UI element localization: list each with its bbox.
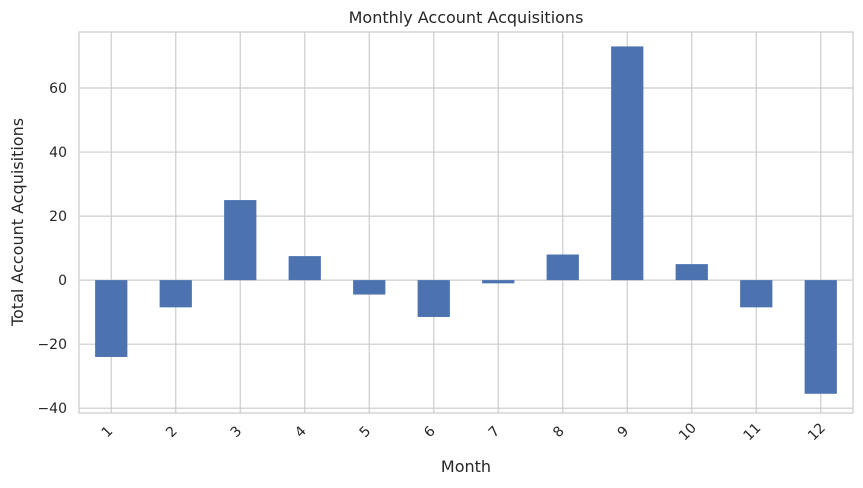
bar-layer bbox=[95, 46, 837, 394]
grid-layer bbox=[79, 32, 853, 413]
x-tick-label: 9 bbox=[615, 423, 633, 441]
y-tick-label: 60 bbox=[49, 81, 67, 97]
bar-month-10 bbox=[675, 264, 708, 281]
x-tick-label: 3 bbox=[228, 423, 246, 441]
x-tick-label: 6 bbox=[421, 423, 439, 441]
chart-title: Monthly Account Acquisitions bbox=[349, 8, 584, 27]
y-tick-label: −20 bbox=[37, 337, 67, 353]
x-axis-label: Month bbox=[441, 457, 491, 476]
bar-month-3 bbox=[224, 200, 257, 281]
bar-month-11 bbox=[740, 280, 773, 308]
bar-month-6 bbox=[417, 280, 450, 317]
x-tick-label: 2 bbox=[163, 423, 181, 441]
bar-month-9 bbox=[611, 46, 644, 281]
y-tick-label: 40 bbox=[49, 145, 67, 161]
bar-month-7 bbox=[482, 280, 515, 284]
x-tick-label: 12 bbox=[805, 420, 829, 444]
bar-month-5 bbox=[353, 280, 386, 295]
y-axis-label: Total Account Acquisitions bbox=[8, 118, 27, 327]
bar-month-2 bbox=[159, 280, 192, 308]
x-tick-label: 5 bbox=[357, 423, 375, 441]
x-tick-label: 8 bbox=[550, 423, 568, 441]
bar-month-12 bbox=[804, 280, 837, 394]
y-tick-label: 20 bbox=[49, 209, 67, 225]
y-tick-label: 0 bbox=[58, 273, 67, 289]
bar-month-1 bbox=[95, 280, 128, 357]
x-tick-label: 1 bbox=[99, 423, 117, 441]
x-tick-label: 4 bbox=[292, 423, 310, 441]
plot-frame bbox=[78, 31, 854, 414]
x-tick-label: 7 bbox=[486, 423, 504, 441]
x-tick-label: 11 bbox=[740, 420, 764, 444]
x-tick-label: 10 bbox=[676, 420, 700, 444]
y-tick-label: −40 bbox=[37, 401, 67, 417]
bar-month-4 bbox=[288, 256, 321, 281]
bar-month-8 bbox=[546, 254, 579, 281]
